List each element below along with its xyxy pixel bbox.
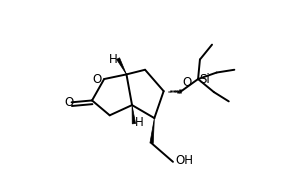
Polygon shape	[132, 105, 135, 124]
Text: O: O	[93, 73, 102, 86]
Text: O: O	[65, 96, 74, 109]
Text: H: H	[108, 53, 117, 66]
Polygon shape	[117, 58, 127, 74]
Text: Si: Si	[199, 73, 210, 86]
Text: H: H	[135, 116, 144, 129]
Text: OH: OH	[176, 154, 194, 167]
Polygon shape	[150, 118, 154, 143]
Text: O: O	[182, 76, 192, 89]
